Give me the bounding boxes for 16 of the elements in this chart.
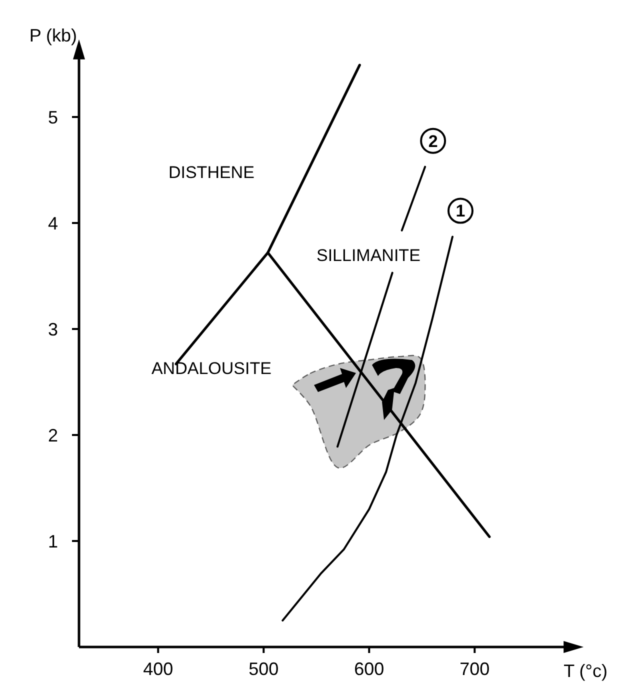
x-axis-title: T (°c) [564,661,608,681]
x-tick-label: 600 [354,659,384,679]
annotation: ANDALOUSITE [151,358,272,378]
annotation: SILLIMANITE [316,246,420,266]
x-tick-label: 500 [248,659,279,679]
y-axis-title: P (kb) [29,25,77,46]
x-tick-label: 400 [143,659,174,679]
annotation: DISTHENE [168,163,254,182]
y-tick-label: 5 [48,107,58,128]
y-tick-label: 4 [48,213,58,234]
y-tick-label: 1 [48,531,58,552]
y-tick-label: 2 [48,425,58,446]
y-tick-label: 3 [48,319,58,340]
x-tick-label: 700 [460,659,490,679]
series-label: 2 [428,132,438,151]
series-label: 1 [456,202,466,221]
